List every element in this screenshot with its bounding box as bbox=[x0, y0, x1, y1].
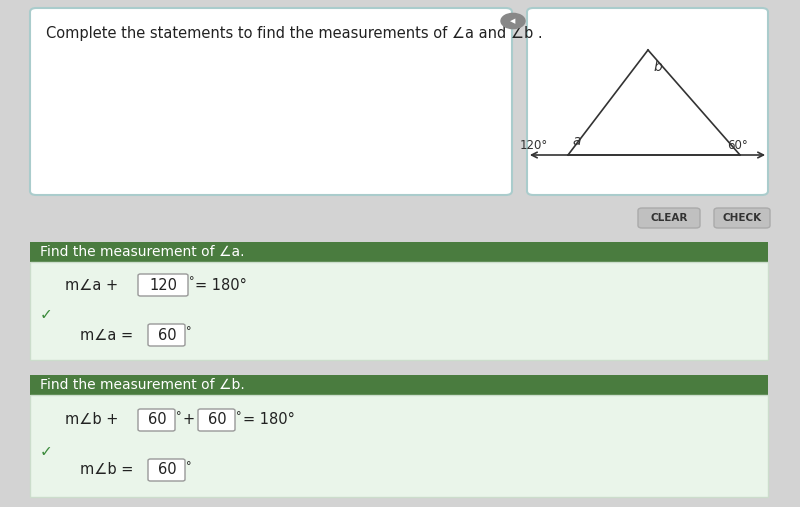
Text: = 180°: = 180° bbox=[243, 413, 295, 427]
Bar bbox=[30, 242, 768, 262]
Text: 60: 60 bbox=[158, 328, 176, 343]
Text: b: b bbox=[654, 60, 662, 74]
FancyBboxPatch shape bbox=[30, 8, 512, 195]
Text: a: a bbox=[572, 134, 581, 148]
Text: 60: 60 bbox=[208, 413, 226, 427]
Text: 60: 60 bbox=[148, 413, 166, 427]
FancyBboxPatch shape bbox=[714, 208, 770, 228]
Text: m∠a =: m∠a = bbox=[80, 328, 138, 343]
Text: °: ° bbox=[176, 411, 182, 421]
Bar bbox=[30, 375, 768, 395]
FancyBboxPatch shape bbox=[138, 409, 175, 431]
Text: 120°: 120° bbox=[520, 139, 548, 152]
Text: CLEAR: CLEAR bbox=[650, 213, 688, 223]
Text: Find the measurement of ∠a.: Find the measurement of ∠a. bbox=[40, 245, 245, 259]
Text: m∠b +: m∠b + bbox=[65, 413, 123, 427]
Text: °: ° bbox=[236, 411, 242, 421]
FancyBboxPatch shape bbox=[148, 324, 185, 346]
Text: +: + bbox=[183, 413, 200, 427]
Text: °: ° bbox=[189, 276, 194, 286]
Text: ◀: ◀ bbox=[510, 18, 516, 24]
Text: ✓: ✓ bbox=[40, 308, 53, 322]
Text: 120: 120 bbox=[149, 277, 177, 293]
FancyBboxPatch shape bbox=[638, 208, 700, 228]
FancyBboxPatch shape bbox=[198, 409, 235, 431]
Bar bbox=[30, 395, 768, 497]
Text: m∠b =: m∠b = bbox=[80, 462, 138, 478]
Text: m∠a +: m∠a + bbox=[65, 277, 122, 293]
Text: = 180°: = 180° bbox=[195, 277, 247, 293]
Text: 60°: 60° bbox=[727, 139, 748, 152]
FancyBboxPatch shape bbox=[527, 8, 768, 195]
FancyBboxPatch shape bbox=[138, 274, 188, 296]
Bar bbox=[30, 262, 768, 360]
Text: CHECK: CHECK bbox=[722, 213, 762, 223]
Text: Find the measurement of ∠b.: Find the measurement of ∠b. bbox=[40, 378, 245, 392]
FancyBboxPatch shape bbox=[148, 459, 185, 481]
Text: °: ° bbox=[186, 461, 191, 471]
Text: °: ° bbox=[186, 326, 191, 336]
Text: 60: 60 bbox=[158, 462, 176, 478]
Circle shape bbox=[501, 13, 525, 28]
Text: ✓: ✓ bbox=[40, 445, 53, 459]
Text: Complete the statements to find the measurements of ∠a and ∠b .: Complete the statements to find the meas… bbox=[46, 26, 542, 41]
